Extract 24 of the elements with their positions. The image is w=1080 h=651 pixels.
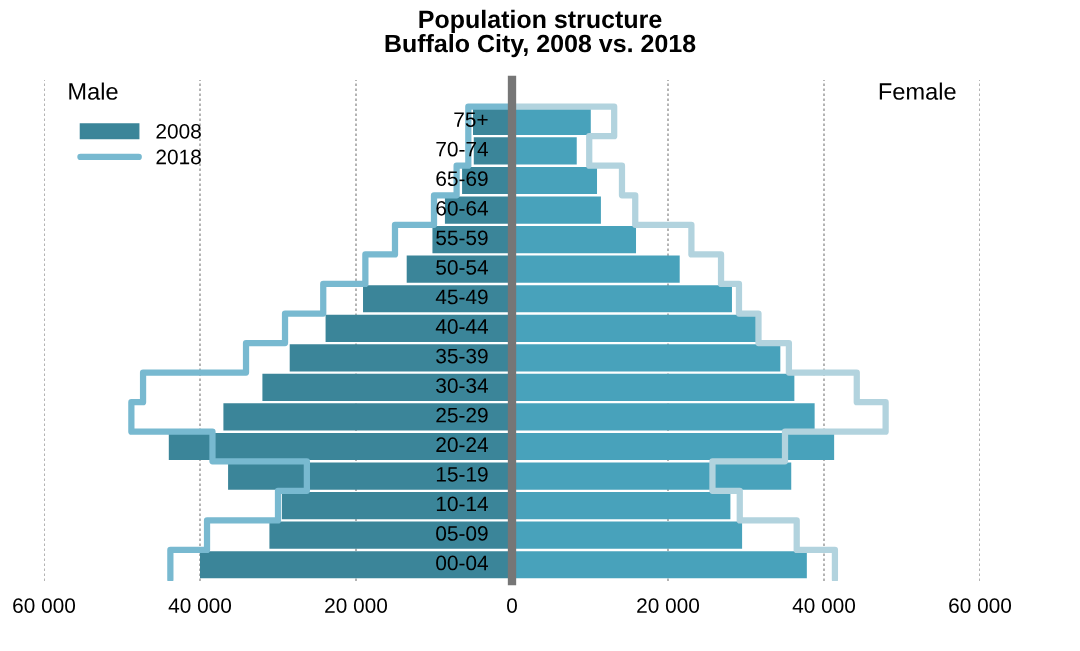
y-tick-label: 10-14 (436, 496, 488, 512)
y-tick-label: 45-49 (435, 289, 488, 305)
x-tick-label: 60 000 (13, 598, 76, 613)
y-tick-label: 55-59 (436, 230, 488, 246)
legend-label: 2008 (156, 123, 201, 139)
y-tick-label: 35-39 (436, 348, 488, 364)
x-tick-label: 20 000 (325, 598, 388, 613)
y-tick-label: 05-09 (436, 526, 488, 541)
y-tick-label: 50-54 (436, 260, 488, 275)
x-tick-label: 40 000 (792, 598, 856, 613)
text: Female (879, 82, 956, 100)
text: Male (69, 82, 118, 100)
legend-label: 2018 (156, 149, 201, 165)
x-tick-label: 20 000 (637, 598, 700, 613)
x-tick-label: 60 000 (949, 598, 1012, 613)
y-tick-label: 30-34 (436, 378, 488, 393)
y-tick-label: 40-44 (435, 319, 488, 334)
y-tick-label: 20-24 (436, 437, 488, 453)
chart-title: Population structure Buffalo City, 2008 vs. 2018 (385, 9, 696, 58)
y-tick-label: 15-19 (436, 466, 488, 482)
x-tick-label: 40 000 (168, 598, 232, 613)
y-tick-label: 25-29 (436, 407, 488, 423)
y-tick-label: 00-04 (436, 555, 488, 571)
x-tick-label: 0 (507, 598, 517, 613)
